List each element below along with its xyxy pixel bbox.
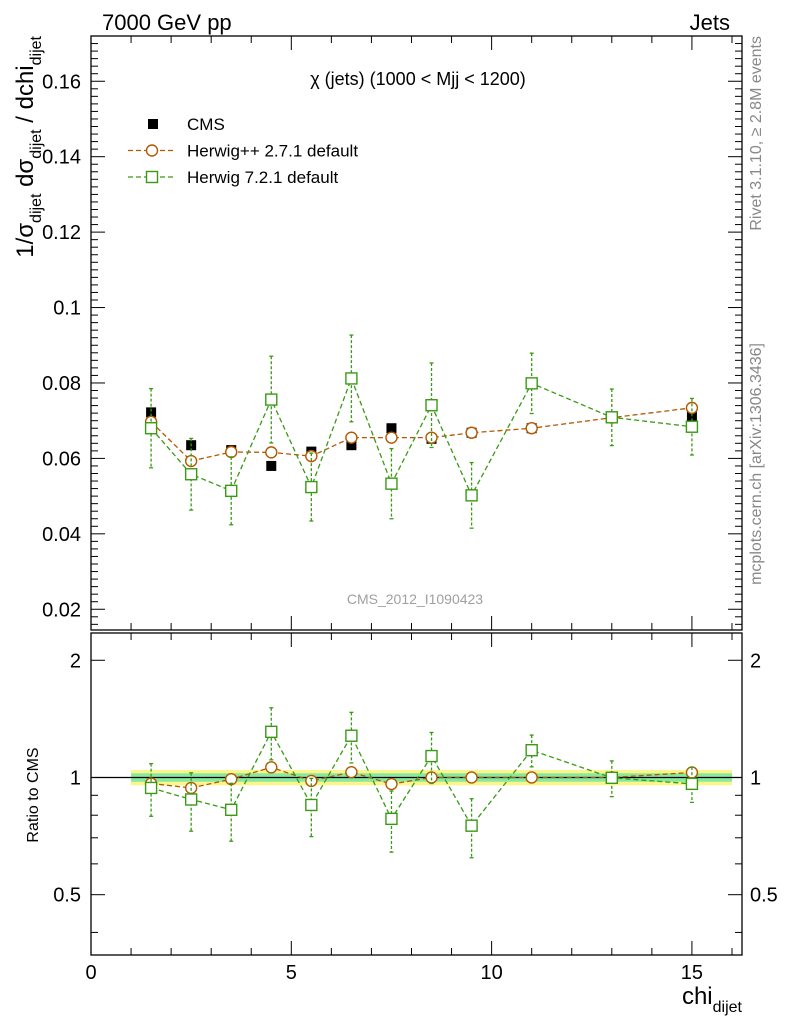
- data-point: [345, 765, 358, 779]
- data-point: [225, 803, 238, 817]
- data-point: [346, 440, 357, 451]
- y-tick-label: 0.14: [42, 147, 81, 169]
- data-point: [425, 399, 438, 412]
- data-point: [425, 749, 438, 763]
- data-point: [345, 372, 358, 385]
- data-point: [685, 777, 699, 791]
- data-point: [385, 812, 398, 826]
- x-axis-label-main: chi: [682, 983, 713, 1010]
- data-point: [266, 460, 277, 471]
- data-point: [605, 771, 618, 785]
- y-axis-label-part-3: dσ: [12, 159, 39, 194]
- legend-marker: [145, 144, 159, 157]
- x-tick-label: 15: [681, 962, 703, 984]
- series-line: [150, 730, 692, 827]
- data-point: [385, 777, 398, 791]
- y-axis-label-part-1: 1/σ: [12, 223, 39, 258]
- data-point: [144, 422, 158, 435]
- series-line: [150, 407, 693, 462]
- data-point: [184, 793, 198, 806]
- data-point: [265, 761, 278, 774]
- ratio-y-axis-label: Ratio to CMS: [25, 747, 42, 842]
- legend-entry: Herwig++ 2.7.1 default: [128, 142, 358, 161]
- mcplots-label: mcplots.cern.ch [arXiv:1306.3436]: [748, 343, 765, 585]
- data-point: [465, 771, 478, 784]
- x-axis-label-sub: dijet: [713, 999, 743, 1016]
- data-point: [265, 393, 278, 406]
- legend-label: CMS: [187, 115, 225, 134]
- y-tick-label: 0.12: [42, 222, 81, 244]
- legend-marker: [145, 170, 159, 184]
- series-layer: [144, 334, 699, 859]
- data-point: [465, 489, 478, 502]
- main-plot-frame: [90, 35, 743, 631]
- ticks-layer: [90, 35, 742, 955]
- ratio-plot-frame: [90, 632, 743, 956]
- data-point: [525, 377, 538, 390]
- rivet-label: Rivet 3.1.10, ≥ 2.8M events: [748, 36, 765, 231]
- data-point: [385, 477, 398, 490]
- data-point: [385, 431, 398, 444]
- ratio-tick-label-right: 1: [750, 767, 761, 789]
- data-point: [265, 446, 278, 459]
- y-tick-label: 0.02: [42, 599, 81, 621]
- legend: CMS Herwig++ 2.7.1 default Herwig 7.2.1 de…: [128, 115, 358, 187]
- header-right: Jets: [690, 10, 730, 35]
- legend-label: Herwig++ 2.7.1 default: [187, 142, 358, 161]
- y-tick-label: 0.08: [42, 373, 81, 395]
- data-point: [305, 449, 318, 463]
- legend-marker: [148, 119, 158, 129]
- y-tick-label: 0.16: [42, 71, 81, 93]
- data-point: [225, 445, 238, 459]
- series-herwig7-main: [144, 334, 699, 529]
- data-point: [525, 771, 538, 784]
- data-point: [605, 411, 618, 424]
- labels-layer: 7000 GeV pp Jets χ (jets) (1000 < Mjj < …: [12, 10, 778, 1016]
- ratio-tick-label-left: 0.5: [53, 885, 81, 907]
- watermark: CMS_2012_I1090423: [347, 591, 483, 607]
- ratio-tick-label-right: 0.5: [750, 885, 778, 907]
- ratio-tick-label-left: 1: [70, 767, 81, 789]
- data-point: [465, 819, 478, 832]
- data-point: [685, 401, 699, 415]
- legend-label: Herwig 7.2.1 default: [187, 168, 338, 187]
- data-point: [305, 480, 318, 494]
- data-point: [146, 407, 157, 418]
- data-point: [685, 420, 699, 433]
- series-line: [150, 376, 692, 497]
- y-axis-label-part-6: dijet: [28, 35, 45, 65]
- x-tick-label: 10: [480, 962, 502, 984]
- x-tick-label: 5: [286, 962, 297, 984]
- data-point: [386, 423, 397, 434]
- y-axis-label-part-4: dijet: [28, 129, 45, 159]
- y-tick-label: 0.06: [42, 448, 81, 470]
- series-herwig7-ratio: [144, 707, 699, 859]
- legend-entry: Herwig 7.2.1 default: [128, 168, 338, 187]
- data-point: [305, 798, 318, 812]
- data-point: [525, 744, 538, 757]
- x-axis-label: chidijet: [682, 983, 743, 1016]
- data-point: [345, 729, 358, 742]
- data-point: [225, 484, 238, 498]
- data-point: [465, 426, 478, 439]
- data-point: [345, 431, 358, 444]
- data-point: [525, 422, 538, 435]
- data-point: [144, 781, 158, 795]
- data-point: [265, 725, 278, 739]
- main-frame-layer: [90, 35, 743, 956]
- data-point: [184, 468, 198, 481]
- y-axis-label-part-2: dijet: [28, 193, 45, 223]
- x-tick-label: 0: [85, 962, 96, 984]
- ratio-tick-label-right: 2: [750, 650, 761, 672]
- legend-entry: CMS: [148, 115, 225, 134]
- y-tick-label: 0.1: [53, 298, 81, 320]
- plot-title: χ (jets) (1000 < Mjj < 1200): [310, 69, 526, 89]
- y-tick-label: 0.04: [42, 524, 81, 546]
- y-axis-label: 1/σdijet dσdijet / dchidijet: [12, 35, 45, 257]
- header-left: 7000 GeV pp: [102, 10, 232, 35]
- y-axis-label-part-5: / dchi: [12, 65, 39, 129]
- ratio-tick-label-left: 2: [70, 650, 81, 672]
